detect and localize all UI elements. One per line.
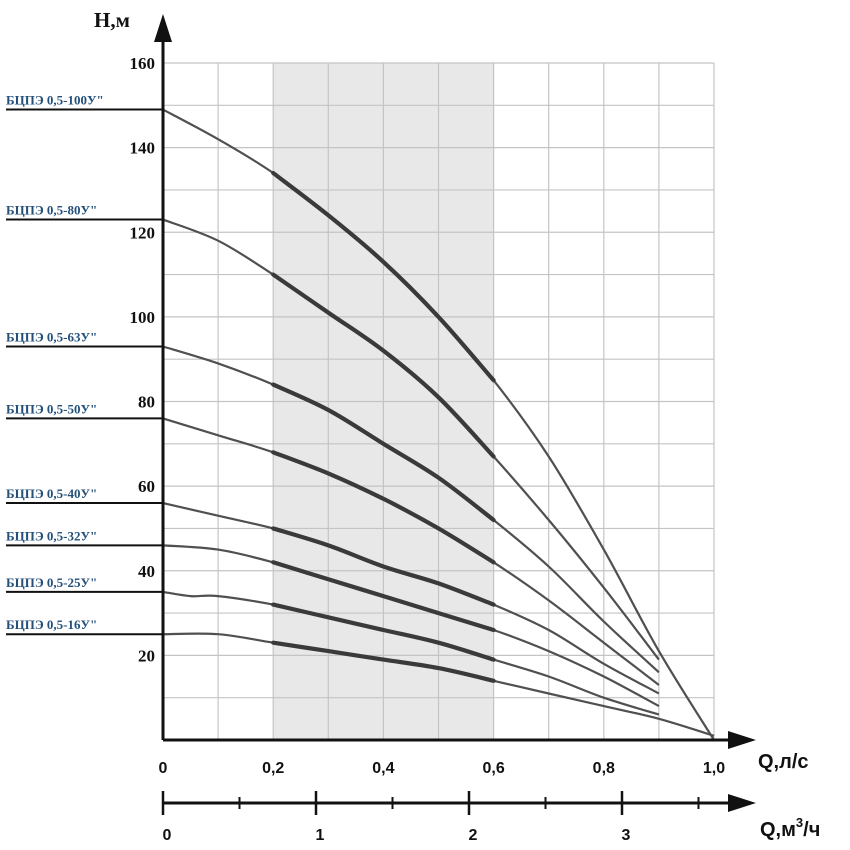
y-tick-label: 60 [138, 477, 155, 496]
y-tick-label: 100 [130, 308, 156, 327]
y-axis-arrow [154, 14, 172, 42]
y-axis-title: Н,м [94, 8, 130, 32]
pump-label: БЦПЭ 0,5-63У" [6, 329, 97, 344]
x2-axis-title-sup: 3 [796, 815, 803, 830]
pump-curve-operating [271, 170, 496, 383]
tick-labels: 20 40 60 80 100 120 140 160 0 0,2 0,4 0,6 0,8 1,0 0 1 2 3 [130, 54, 726, 844]
pump-labels: БЦПЭ 0,5-100У" БЦПЭ 0,5-80У" БЦПЭ 0,5-63У"… [6, 93, 163, 636]
pump-curve-operating [271, 560, 496, 633]
x2-tick-label: 3 [622, 827, 631, 844]
y-tick-label: 80 [138, 393, 155, 412]
pump-curve-operating [271, 382, 496, 523]
x-tick-label: 0,4 [372, 760, 394, 777]
x2-tick-label: 1 [316, 827, 325, 844]
pump-curve-operating [271, 272, 496, 459]
y-tick-label: 40 [138, 562, 155, 581]
x-tick-label: 0,6 [482, 760, 504, 777]
pump-label: БЦПЭ 0,5-80У" [6, 203, 97, 218]
pump-label: БЦПЭ 0,5-50У" [6, 401, 97, 416]
grid [162, 62, 715, 740]
x2-axis-title-main: Q,м [760, 819, 796, 841]
pump-curve-operating [271, 526, 496, 607]
axes: Н,м Q,л/с Q,м3/ч [94, 8, 820, 841]
pump-curve-operating [271, 602, 496, 662]
pump-label: БЦПЭ 0,5-16У" [6, 617, 97, 632]
x2-axis-title: Q,м3/ч [760, 815, 820, 841]
y-tick-label: 20 [138, 646, 155, 665]
y-tick-label: 160 [130, 54, 156, 73]
pump-label: БЦПЭ 0,5-100У" [6, 93, 104, 108]
pump-label: БЦПЭ 0,5-32У" [6, 528, 97, 543]
pump-curves [162, 108, 715, 741]
x2-axis-title-tail: /ч [803, 819, 820, 841]
pump-curve-operating [271, 640, 496, 683]
pump-curve-operating [271, 450, 496, 565]
x-tick-label: 0 [159, 760, 168, 777]
y-tick-label: 140 [130, 139, 156, 158]
x-axis-title: Q,л/с [758, 751, 809, 773]
pump-label: БЦПЭ 0,5-25У" [6, 575, 97, 590]
x-axis-arrow [728, 731, 756, 749]
x-tick-label: 0,2 [262, 760, 284, 777]
x-tick-label: 1,0 [703, 760, 725, 777]
x-tick-label: 0,8 [593, 760, 615, 777]
pump-label: БЦПЭ 0,5-40У" [6, 486, 97, 501]
x2-tick-label: 0 [163, 827, 172, 844]
x2-axis-arrow [728, 794, 756, 812]
x2-tick-label: 2 [469, 827, 478, 844]
y-tick-label: 120 [130, 223, 156, 242]
